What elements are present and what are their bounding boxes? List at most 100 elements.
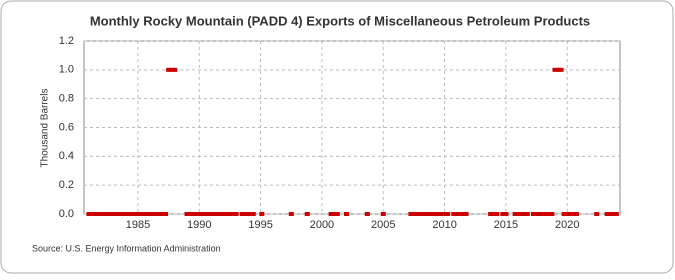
frame: [0, 0, 674, 274]
data-point: [89, 212, 95, 216]
data-point: [512, 212, 518, 216]
data-point: [594, 212, 600, 216]
data-point: [521, 212, 527, 216]
data-point: [515, 212, 521, 216]
data-point: [218, 212, 224, 216]
data-point: [540, 212, 546, 216]
x-tick-label: 2010: [432, 219, 456, 231]
data-point: [233, 212, 239, 216]
data-point: [420, 212, 426, 216]
x-tick-label: 1990: [187, 219, 211, 231]
data-point: [141, 212, 147, 216]
data-point: [166, 67, 172, 72]
data-point: [147, 212, 153, 216]
data-point: [117, 212, 123, 216]
data-point: [98, 212, 104, 216]
data-point: [334, 212, 340, 216]
y-tick-label: 0.8: [59, 93, 74, 105]
data-point: [156, 212, 162, 216]
data-point: [460, 212, 466, 216]
data-point: [500, 212, 506, 216]
data-point: [429, 212, 435, 216]
data-point: [205, 212, 211, 216]
data-point: [245, 212, 251, 216]
data-point: [144, 212, 150, 216]
data-point: [221, 212, 227, 216]
data-point: [414, 212, 420, 216]
y-tick-label: 1.0: [59, 64, 74, 76]
data-point: [199, 212, 205, 216]
data-point: [159, 212, 165, 216]
data-point: [570, 212, 576, 216]
data-point: [169, 67, 175, 72]
data-point: [86, 212, 92, 216]
data-point: [537, 212, 543, 216]
y-tick-label: 0.4: [59, 150, 74, 162]
data-point: [242, 212, 248, 216]
data-point: [380, 212, 386, 216]
data-point: [503, 212, 509, 216]
data-point: [411, 212, 417, 216]
data-point: [451, 212, 457, 216]
y-axis-label: Thousand Barrels: [40, 89, 51, 168]
data-point: [172, 67, 178, 72]
data-point: [610, 212, 616, 216]
x-tick-label: 1985: [126, 219, 150, 231]
chart-title: Monthly Rocky Mountain (PADD 4) Exports …: [90, 13, 590, 28]
data-point: [239, 212, 245, 216]
data-point: [328, 212, 334, 216]
data-point: [138, 212, 144, 216]
data-point: [439, 212, 445, 216]
data-point: [107, 212, 113, 216]
data-point: [196, 212, 202, 216]
data-point: [607, 212, 613, 216]
data-point: [184, 212, 190, 216]
y-tick-label: 0.2: [59, 179, 74, 191]
data-point: [135, 212, 141, 216]
x-tick-label: 2020: [555, 219, 579, 231]
data-point: [604, 212, 610, 216]
data-point: [215, 212, 221, 216]
data-point: [534, 212, 540, 216]
x-tick-label: 2005: [371, 219, 395, 231]
data-point: [190, 212, 196, 216]
data-point: [120, 212, 126, 216]
y-tick-label: 0.0: [59, 208, 74, 220]
data-point: [573, 212, 579, 216]
data-point: [193, 212, 199, 216]
data-point: [250, 212, 256, 216]
data-point: [417, 212, 423, 216]
x-tick-label: 2015: [494, 219, 518, 231]
data-point: [432, 212, 438, 216]
data-point: [488, 212, 494, 216]
data-point: [463, 212, 469, 216]
data-point: [561, 212, 567, 216]
data-point: [230, 212, 236, 216]
data-point: [555, 67, 561, 72]
data-point: [212, 212, 218, 216]
data-point: [543, 212, 549, 216]
data-point: [150, 212, 156, 216]
data-point: [613, 212, 619, 216]
data-point: [426, 212, 432, 216]
data-point: [435, 212, 441, 216]
data-point: [518, 212, 524, 216]
data-point: [110, 212, 116, 216]
x-tick-label: 2000: [310, 219, 334, 231]
data-point: [567, 212, 573, 216]
data-point: [202, 212, 208, 216]
data-point: [558, 67, 564, 72]
data-point: [153, 212, 159, 216]
data-point: [259, 212, 265, 216]
data-point: [552, 67, 558, 72]
data-point: [423, 212, 429, 216]
source: Source: U.S. Energy Information Administ…: [32, 243, 221, 253]
data-point: [123, 212, 129, 216]
data-point: [442, 212, 448, 216]
data-point: [227, 212, 233, 216]
data-point: [524, 212, 530, 216]
data-point: [364, 212, 370, 216]
data-point: [132, 212, 138, 216]
y-tick-label: 1.2: [59, 35, 74, 47]
